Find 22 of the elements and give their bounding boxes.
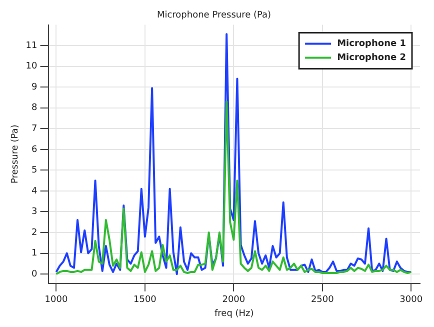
- legend-label: Microphone 1: [337, 39, 406, 50]
- y-tick-label: 9: [32, 82, 38, 92]
- y-tick-label: 3: [32, 207, 38, 218]
- legend-label: Microphone 2: [337, 53, 406, 64]
- x-axis-title: freq (Hz): [214, 308, 254, 319]
- chart-title: Microphone Pressure (Pa): [156, 10, 272, 21]
- y-tick-label: 5: [32, 166, 38, 176]
- y-tick-label: 8: [32, 103, 38, 114]
- x-tick-label: 2000: [222, 295, 246, 306]
- y-tick-label: 4: [32, 186, 38, 196]
- y-tick-label: 7: [32, 124, 38, 134]
- y-tick-label: 11: [26, 40, 38, 51]
- y-tick-label: 2: [32, 228, 38, 238]
- y-tick-label: 6: [32, 144, 38, 155]
- x-tick-label: 1500: [134, 295, 157, 306]
- y-tick-label: 0: [32, 269, 38, 280]
- x-tick-label: 2500: [310, 295, 334, 306]
- x-tick-label: 3000: [400, 295, 423, 306]
- y-axis-title: Pressure (Pa): [10, 124, 21, 184]
- y-tick-label: 1: [32, 248, 38, 259]
- y-tick-label: 10: [26, 62, 38, 72]
- x-tick-label: 1000: [44, 295, 68, 306]
